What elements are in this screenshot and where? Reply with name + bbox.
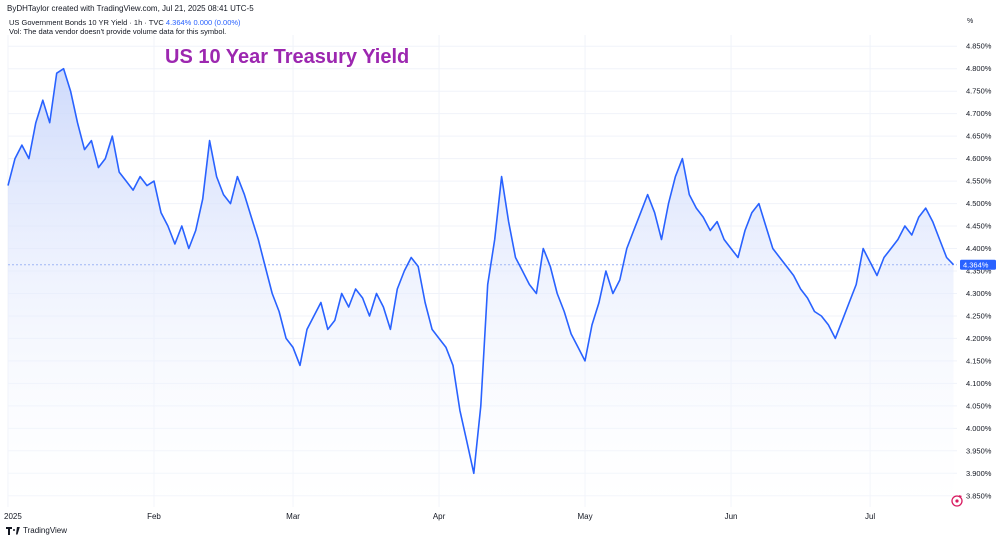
x-tick-label: Jun — [725, 512, 738, 521]
y-tick-label: 4.700% — [966, 109, 992, 118]
y-tick-label: 4.300% — [966, 289, 992, 298]
x-tick-label: May — [577, 512, 592, 521]
chart-byline: ByDHTaylor created with TradingView.com,… — [7, 4, 254, 13]
y-tick-label: 4.000% — [966, 424, 992, 433]
y-tick-label: 4.600% — [966, 154, 992, 163]
y-tick-label: 4.050% — [966, 401, 992, 410]
x-tick-label: Feb — [147, 512, 161, 521]
last-price-label: 4.364% — [963, 261, 989, 270]
volume-note: Vol: The data vendor doesn't provide vol… — [9, 27, 227, 36]
reload-icon[interactable] — [950, 494, 964, 508]
y-tick-label: 3.900% — [966, 469, 992, 478]
unit-label: % — [967, 18, 974, 25]
y-tick-label: 4.450% — [966, 222, 992, 231]
tradingview-logo-icon — [6, 526, 20, 535]
symbol-text: US Government Bonds 10 YR Yield · 1h · T… — [9, 18, 164, 27]
x-tick-label: 2025 — [4, 512, 22, 521]
y-tick-label: 4.500% — [966, 199, 992, 208]
y-tick-label: 4.400% — [966, 244, 992, 253]
y-tick-label: 3.950% — [966, 446, 992, 455]
chart-title: US 10 Year Treasury Yield — [165, 46, 410, 68]
y-tick-label: 4.250% — [966, 311, 992, 320]
x-tick-label: Jul — [865, 512, 875, 521]
last-price-badge-bg — [960, 259, 996, 270]
yield-area-fill — [8, 68, 954, 507]
x-tick-label: Apr — [433, 512, 446, 521]
y-tick-label: 4.850% — [966, 42, 992, 51]
y-tick-label: 4.750% — [966, 87, 992, 96]
y-tick-label: 4.100% — [966, 379, 992, 388]
y-tick-label: 3.850% — [966, 491, 992, 500]
y-tick-label: 4.350% — [966, 267, 992, 276]
last-price-badge: 4.364% — [960, 259, 996, 270]
y-tick-label: 4.800% — [966, 64, 992, 73]
y-tick-label: 4.650% — [966, 132, 992, 141]
symbol-legend[interactable]: US Government Bonds 10 YR Yield · 1h · T… — [9, 18, 241, 27]
quote-change: 0.000 (0.00%) — [193, 18, 241, 27]
quote-value: 4.364% — [165, 18, 192, 27]
tradingview-brand[interactable]: TradingView — [6, 526, 67, 535]
yield-line — [7, 67, 955, 475]
x-axis[interactable]: 2025 Feb Mar Apr May Jun Jul — [4, 512, 875, 521]
x-tick-label: Mar — [286, 512, 300, 521]
y-tick-label: 4.200% — [966, 334, 992, 343]
y-tick-label: 4.550% — [966, 177, 992, 186]
tradingview-brand-label: TradingView — [23, 526, 68, 535]
y-tick-label: 4.150% — [966, 356, 992, 365]
y-axis[interactable]: 3.850% 3.900% 3.950% 4.000% 4.050% 4.100% 4.15… — [966, 42, 992, 501]
